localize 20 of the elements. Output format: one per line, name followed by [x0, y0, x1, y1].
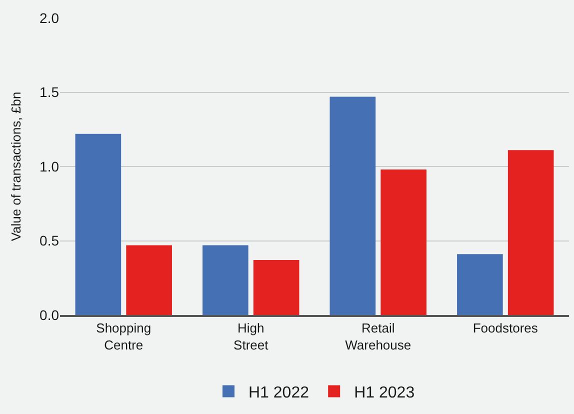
bar [75, 134, 122, 315]
bar [508, 150, 554, 315]
bar [457, 254, 503, 315]
x-tick-label: Retail Warehouse [345, 320, 412, 352]
y-axis-title: Value of transactions, £bn [8, 92, 24, 242]
bar [126, 245, 172, 315]
bar [330, 96, 376, 315]
y-tick-label: 1.5 [40, 84, 60, 100]
y-tick-label: 2.0 [40, 10, 60, 26]
bar [380, 169, 426, 315]
legend-label: H1 2022 [248, 384, 310, 402]
y-tick-label: 0.5 [40, 232, 60, 249]
bar [202, 245, 248, 315]
legend-label: H1 2023 [354, 384, 415, 402]
bar [253, 260, 300, 315]
x-tick-label: Foodstores [472, 320, 538, 336]
x-tick-label: High Street [234, 320, 269, 352]
x-tick-label: Shopping Centre [96, 320, 152, 352]
y-tick-label: 1.0 [40, 158, 60, 174]
y-tick-label: 0.0 [40, 306, 60, 323]
